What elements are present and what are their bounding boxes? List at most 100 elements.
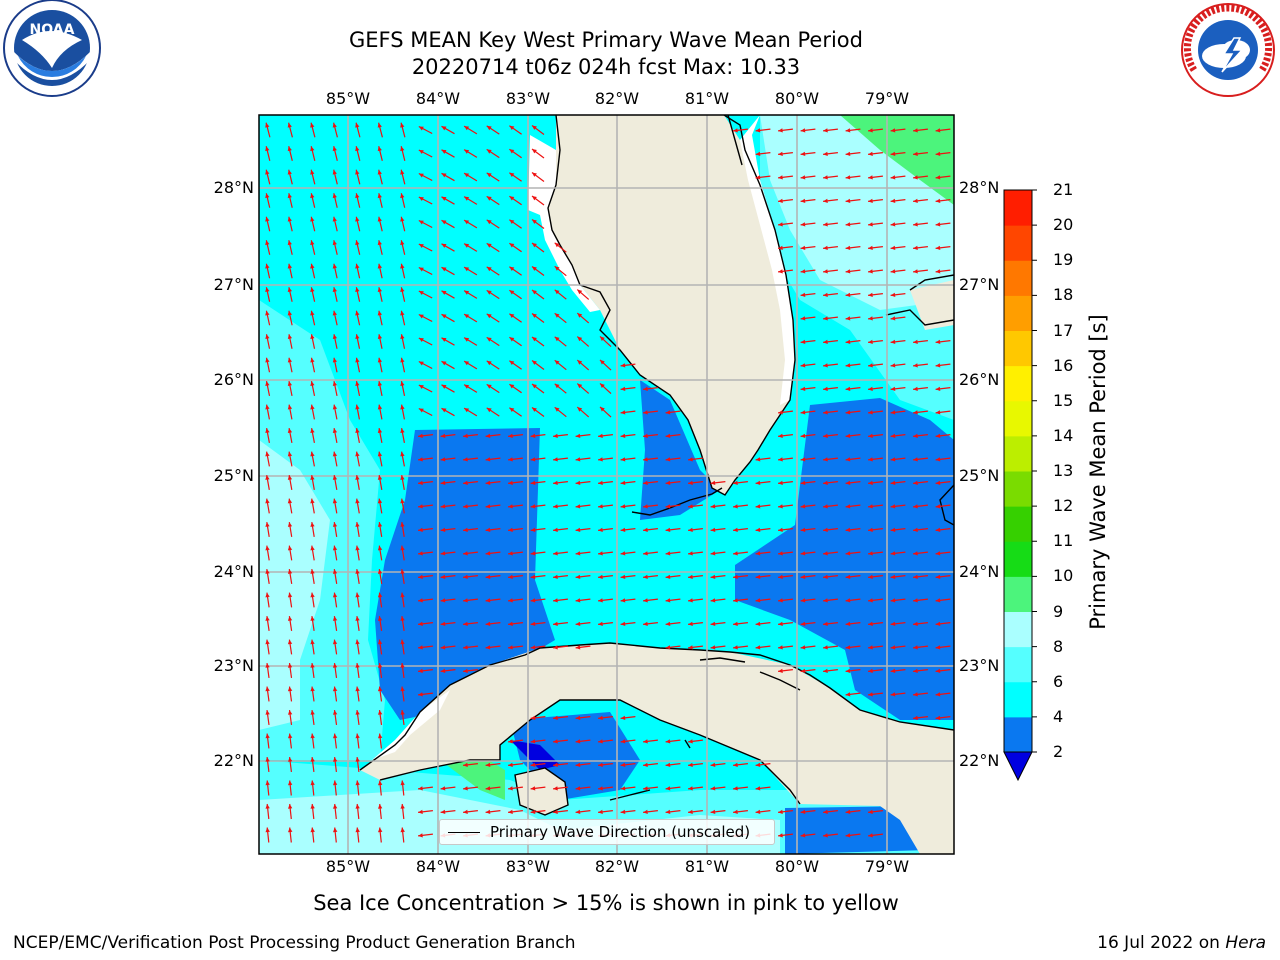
wave-arrow-head — [688, 621, 693, 626]
lat-tick-left-23n: 23°N — [213, 656, 254, 675]
wave-arrow-head — [913, 245, 918, 250]
wave-arrow-head — [868, 457, 873, 462]
wave-arrow-head — [755, 598, 761, 603]
wave-arrow-head — [935, 386, 941, 391]
wave-arrow-head — [355, 686, 360, 692]
wave-arrow-head — [377, 451, 383, 457]
wave-arrow-head — [800, 198, 806, 203]
wave-arrow-head — [800, 128, 806, 133]
lon-tick-top-79w: 79°W — [864, 89, 910, 108]
wave-arrow-head — [288, 780, 293, 786]
wave-arrow-head — [486, 313, 492, 319]
wave-arrow-head — [553, 574, 558, 579]
wave-arrow-head — [418, 314, 424, 319]
wave-arrow-head — [845, 645, 851, 650]
wave-arrow-head — [823, 598, 828, 603]
wave-arrow-head — [778, 551, 783, 556]
wave-arrow-head — [400, 146, 405, 152]
wave-arrow-head — [755, 551, 761, 556]
map-legend: Primary Wave Direction (unscaled) — [439, 819, 775, 845]
wave-arrow-head — [486, 196, 492, 201]
wave-arrow-head — [355, 522, 360, 527]
wave-arrow-head — [575, 786, 581, 791]
wave-arrow-head — [265, 169, 270, 175]
wave-arrow-head — [868, 316, 873, 321]
wave-arrow-head — [935, 692, 941, 697]
wave-arrow-head — [332, 310, 337, 316]
wave-arrow-head — [553, 739, 558, 744]
wave-arrow-head — [355, 663, 360, 668]
wave-arrow-head — [868, 551, 873, 556]
wave-arrow-head — [508, 621, 513, 626]
wave-arrow-head — [418, 291, 424, 295]
wave-arrow-head — [440, 668, 446, 673]
wave-arrow-head — [890, 480, 896, 485]
wave-arrow-head — [463, 786, 468, 791]
wave-arrow-head — [890, 198, 896, 203]
wave-arrow-head — [845, 574, 851, 579]
wave-arrow-head — [554, 336, 560, 342]
wave-arrow-head — [485, 645, 491, 650]
wave-arrow-head — [532, 266, 537, 271]
wave-arrow-head — [287, 404, 293, 410]
wave-arrow-head — [913, 715, 918, 720]
wave-arrow-head — [598, 527, 603, 532]
svg-text:NOAA: NOAA — [30, 22, 75, 38]
wave-arrow-head — [868, 363, 873, 368]
gridlines — [259, 115, 954, 854]
wave-arrow-head — [440, 809, 446, 814]
wave-arrow-head — [400, 569, 405, 574]
wave-arrow-head — [355, 404, 360, 410]
wave-arrow-head — [710, 574, 716, 579]
wave-arrow-head — [554, 407, 560, 412]
wave-arrow-head — [553, 645, 558, 650]
wave-arrow-head — [377, 146, 382, 152]
wave-arrow-head — [575, 527, 581, 532]
wave-arrow-head — [778, 621, 783, 626]
wave-arrow-head — [377, 569, 383, 574]
wave-arrow-head — [800, 833, 806, 838]
wave-arrow-head — [310, 663, 315, 668]
wave-arrow-head — [935, 198, 941, 203]
wave-arrow-head — [800, 574, 806, 579]
wave-arrow-head — [823, 339, 828, 344]
wave-arrow-head — [823, 527, 828, 532]
wave-arrow-head — [800, 668, 806, 673]
wave-arrow-head — [778, 833, 783, 838]
footer-host: Hera — [1225, 933, 1266, 953]
wave-arrow-head — [509, 313, 515, 318]
wave-arrow-head — [310, 498, 315, 504]
wave-arrow-head — [890, 598, 896, 603]
wave-arrow-head — [868, 598, 873, 603]
wave-arrow-head — [464, 196, 470, 201]
wave-arrow-head — [823, 668, 828, 673]
wave-arrow-head — [710, 621, 716, 626]
wave-arrow-head — [643, 457, 648, 462]
wave-arrow-head — [332, 122, 337, 128]
wave-arrow-head — [310, 686, 315, 692]
wave-arrow-head — [688, 527, 693, 532]
wave-arrow-head — [935, 222, 941, 227]
wave-arrow-head — [508, 574, 513, 579]
wave-arrow-head — [913, 504, 918, 509]
wave-arrow-head — [778, 527, 783, 532]
wave-arrow-head — [598, 433, 603, 438]
wave-arrow-head — [868, 668, 873, 673]
wave-arrow-head — [400, 357, 405, 363]
colorbar-tick-label: 4 — [1053, 706, 1064, 726]
colorbar-tick-label: 2 — [1053, 742, 1064, 761]
wave-arrow-head — [890, 222, 896, 227]
wave-arrow-head — [823, 386, 828, 391]
wave-arrow-head — [265, 804, 270, 809]
period-field-4s-strait — [735, 398, 954, 720]
wave-arrow-head — [620, 786, 626, 791]
wave-arrow-head — [665, 457, 671, 462]
wave-arrow-head — [553, 621, 558, 626]
wave-arrow-head — [287, 592, 293, 598]
wave-arrow-head — [845, 269, 851, 274]
wave-arrow-head — [845, 527, 851, 532]
wave-arrow-head — [265, 639, 270, 645]
wave-arrow-head — [486, 407, 492, 413]
wave-arrow-head — [332, 193, 337, 199]
wave-arrow-head — [441, 267, 447, 272]
